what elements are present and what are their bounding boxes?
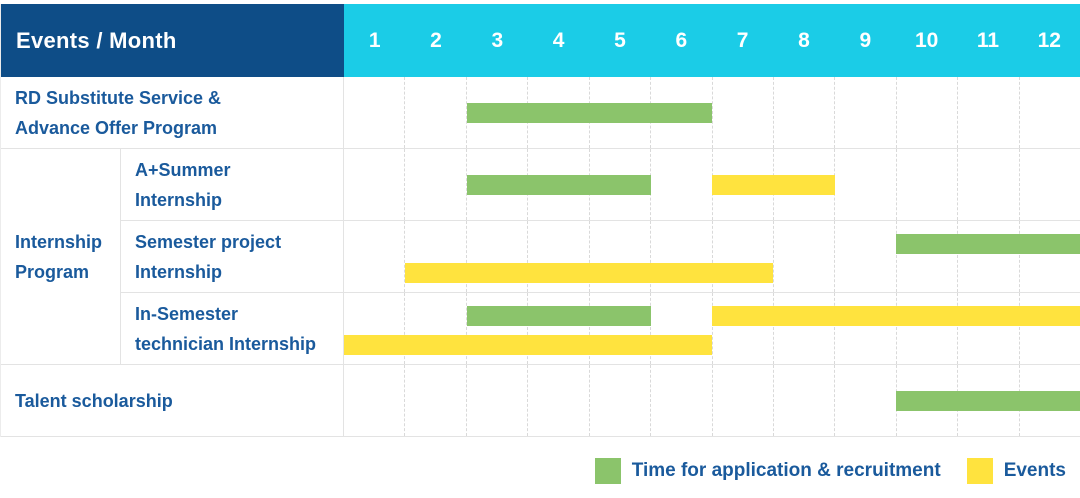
row-label-a-summer-internship: A+Summer Internship [121,149,344,220]
month-gridline-cell [957,221,1018,292]
yellow-swatch-icon [966,458,993,484]
gantt-bar-yellow [344,335,712,355]
row-label-talent-scholarship: Talent scholarship [1,365,344,436]
group-rows: A+Summer Internship Semester project Int… [121,149,1080,364]
month-label: 4 [552,28,565,52]
internship-program-group: Internship Program A+Summer Internship S… [1,149,1080,365]
month-gridline-cell [404,149,465,220]
month-gridline-cell [650,149,711,220]
gantt-table: Events / Month 1 2 3 4 5 6 7 8 9 10 11 12 RD Substi… [0,4,1080,437]
month-gridline-cell [465,221,527,292]
month-gridline-cell [527,293,588,364]
month-gridline-cell [711,221,773,292]
month-gridline-cell [404,77,465,148]
month-gridline-cell [650,365,711,436]
month-gridline-cell [650,221,711,292]
month-gridline-cell [465,149,527,220]
gantt-chart-area [344,365,1080,436]
month-gridline-cell [465,365,527,436]
month-gridline-cell [404,365,465,436]
month-gridline-cell [834,293,895,364]
month-gridline-cell [895,149,957,220]
month-label: 3 [491,28,504,52]
month-gridline-cell [772,77,834,148]
month-gridline-cell [650,293,711,364]
month-gridline-cell [404,221,465,292]
month-gridline-cell [957,77,1018,148]
table-row: RD Substitute Service & Advance Offer Pr… [1,77,1080,149]
gantt-bar-green [896,234,1080,254]
month-label: 8 [798,28,810,52]
month-gridline-cell [1018,149,1080,220]
events-month-header-cell: Events / Month [1,4,344,77]
month-gridline-cell [895,221,957,292]
row-label-in-semester-technician-internship: In-Semester technician Internship [121,293,344,364]
month-gridline-cell [588,365,650,436]
month-gridline-cell [895,77,957,148]
month-gridline-cell [772,293,834,364]
month-gridline-cell [344,149,404,220]
month-gridline-cell [465,293,527,364]
group-label-internship-program: Internship Program [1,149,121,364]
month-gridline-cell [834,221,895,292]
row-label-semester-project-internship: Semester project Internship [121,221,344,292]
month-gridline-cell [711,77,773,148]
month-label: 7 [736,28,749,52]
month-label: 11 [976,28,1000,52]
row-label-rd-substitute: RD Substitute Service & Advance Offer Pr… [1,77,344,148]
green-swatch-icon [594,458,621,484]
header-row: Events / Month 1 2 3 4 5 6 7 8 9 10 11 12 [1,4,1080,77]
month-gridline-cell [895,293,957,364]
month-label: 1 [368,28,381,52]
gantt-bar-green [466,103,712,123]
gantt-chart-area [344,293,1080,364]
legend: Time for application & recruitment Event… [0,458,1080,484]
month-label: 2 [430,28,442,52]
gantt-bar-green [896,391,1080,411]
gantt-chart-area [344,221,1080,292]
month-gridline-cell [588,221,650,292]
month-gridline-cell [344,77,404,148]
month-gridline-cell [344,365,404,436]
legend-label: Events [1003,460,1066,481]
month-gridline-cell [957,149,1018,220]
gantt-chart-area [344,149,1080,220]
month-gridline-cell [834,149,895,220]
month-gridline-cell [1018,293,1080,364]
month-label: 5 [614,28,626,52]
month-label: 9 [859,28,872,52]
month-label: 6 [675,28,688,52]
month-gridline-cell [527,365,588,436]
month-gridline-cell [465,77,527,148]
gantt-bar-green [466,175,651,195]
table-row: Semester project Internship [121,221,1080,293]
month-gridline-cell [772,365,834,436]
gantt-bar-green [466,306,651,326]
month-gridline-cell [834,365,895,436]
table-row: In-Semester technician Internship [121,293,1080,364]
table-row: Talent scholarship [1,365,1080,437]
table-row: A+Summer Internship [121,149,1080,221]
month-gridline-cell [344,221,404,292]
month-gridline-cell [1018,221,1080,292]
month-gridline-cell [527,221,588,292]
month-gridline-cell [772,221,834,292]
gantt-bar-yellow [405,263,774,283]
gantt-bar-yellow [712,175,835,195]
month-gridline-cell [957,293,1018,364]
legend-item-events: Events [966,458,1066,484]
month-gridline-cell [711,365,773,436]
month-gridline-cell [834,77,895,148]
month-header: 1 2 3 4 5 6 7 8 9 10 11 12 [344,4,1080,77]
month-label: 10 [914,28,939,52]
month-label: 12 [1037,28,1061,52]
gantt-bar-yellow [712,306,1080,326]
month-gridline-cell [711,293,773,364]
gantt-chart-area [344,77,1080,148]
legend-label: Time for application & recruitment [631,460,941,481]
month-gridline-cell [1018,77,1080,148]
month-gridline-cell [404,293,465,364]
month-gridline-cell [588,293,650,364]
legend-item-application-recruitment: Time for application & recruitment [594,458,941,484]
